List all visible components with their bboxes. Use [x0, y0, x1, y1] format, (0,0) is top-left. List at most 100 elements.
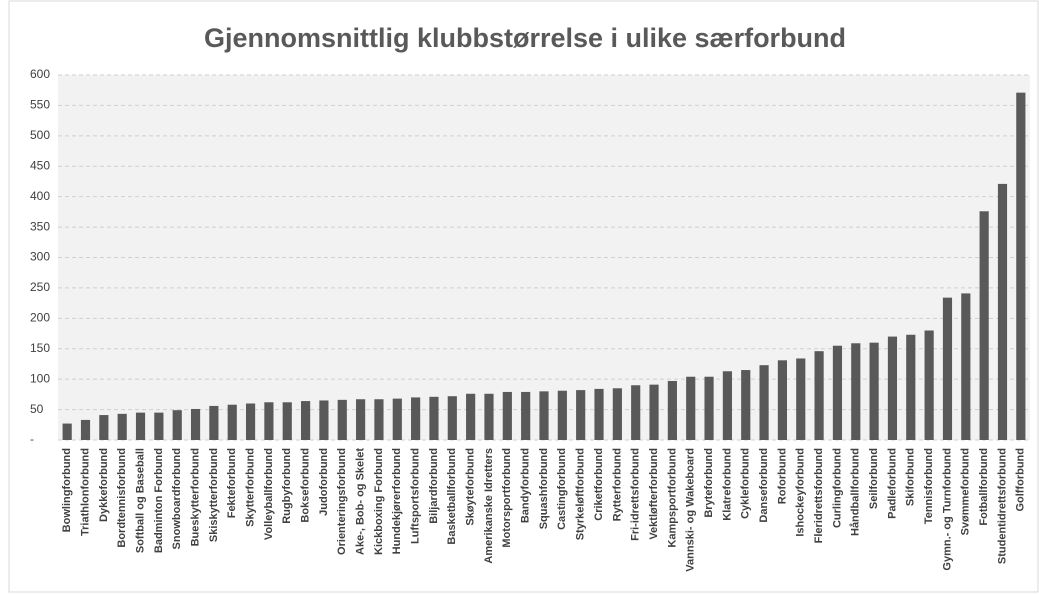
- x-tick-label: Orienteringsforbund: [336, 448, 348, 555]
- x-tick-label: Basketballforbund: [446, 448, 458, 545]
- y-tick-label: 550: [30, 98, 50, 112]
- bar: [612, 388, 622, 440]
- bar: [722, 371, 732, 440]
- x-tick-label: Vektløfterforbund: [648, 448, 660, 540]
- x-tick-label: Luftsportsforbund: [410, 448, 422, 544]
- bar: [80, 419, 91, 440]
- x-tick-label: Bokseforbund: [299, 448, 311, 523]
- x-tick-label: Badminton Forbund: [153, 448, 165, 553]
- bar: [814, 351, 824, 440]
- x-tick-label: Kickboxing Forbund: [373, 448, 385, 555]
- bar: [337, 399, 347, 440]
- x-tick-label: Bryteforbund: [703, 448, 715, 518]
- bar: [356, 399, 366, 440]
- x-tick-label: Klatreforbund: [721, 448, 733, 521]
- x-tick-label: Fri-idrettsforbund: [630, 448, 642, 541]
- bar: [631, 385, 641, 440]
- bar: [319, 400, 329, 440]
- x-tick-label: Gymn.- og Turnforbund: [941, 448, 953, 571]
- x-tick-label: Skiforbund: [905, 448, 917, 506]
- chart-title: Gjennomsnittlig klubbstørrelse i ulike s…: [204, 23, 846, 53]
- bar: [851, 343, 861, 440]
- bar: [117, 413, 127, 440]
- bar: [979, 211, 989, 440]
- x-tick-label: Fotballforbund: [978, 448, 990, 526]
- x-tick-label: Ake-, Bob- og Skelet: [355, 448, 367, 555]
- bar: [429, 396, 439, 440]
- x-tick-label: Triathlonforbund: [79, 448, 91, 536]
- bar: [484, 393, 494, 440]
- bar: [759, 365, 769, 440]
- bar: [741, 370, 751, 440]
- bar: [1016, 92, 1026, 441]
- bar: [282, 402, 292, 440]
- bar: [649, 384, 659, 440]
- x-tick-label: Fleridrettsforbund: [813, 448, 825, 543]
- x-tick-label: Padleforbund: [886, 448, 898, 519]
- bar: [594, 388, 604, 440]
- x-tick-label: Skøyteforbund: [465, 448, 477, 526]
- x-tick-label: Bowlingforbund: [61, 448, 73, 532]
- bar: [99, 415, 109, 440]
- x-tick-label: Squashforbund: [538, 448, 550, 529]
- x-tick-label: Roforbund: [776, 448, 788, 504]
- bar: [539, 391, 549, 440]
- y-tick-label: 250: [30, 280, 50, 294]
- x-tick-label: Bueskytterforbund: [189, 448, 201, 546]
- bar: [557, 390, 567, 440]
- x-tick-label: Skytterforbund: [244, 448, 256, 527]
- bar: [172, 410, 182, 440]
- x-tick-label: Golfforbund: [1015, 448, 1027, 512]
- x-tick-label: Tennisforbund: [923, 448, 935, 524]
- bar: [521, 391, 531, 440]
- x-tick-label: Motorsportforbund: [501, 448, 513, 548]
- y-tick-label: -: [30, 432, 34, 446]
- bar: [62, 423, 72, 440]
- bar: [411, 397, 421, 440]
- x-tick-label: Softball og Baseball: [134, 448, 146, 553]
- x-tick-label: Seilforbund: [868, 448, 880, 509]
- bar: [392, 398, 402, 440]
- x-tick-label: Castingforbund: [556, 448, 568, 530]
- x-tick-label: Danseforbund: [758, 448, 770, 523]
- x-tick-label: Styrkeløftforbund: [575, 448, 587, 540]
- x-tick-label: Dykkeforbund: [98, 448, 110, 522]
- bar: [667, 380, 677, 440]
- y-tick-label: 350: [30, 219, 50, 233]
- bar: [704, 376, 714, 440]
- x-tick-label: Studentidrettsforbund: [996, 448, 1008, 564]
- bar: [942, 297, 953, 440]
- x-tick-label: Volleyballforbund: [263, 448, 275, 540]
- x-tick-label: Vannski- og Wakeboard: [685, 448, 697, 572]
- y-tick-label: 600: [30, 67, 50, 81]
- x-tick-label: Fekteforbund: [226, 448, 238, 518]
- x-tick-label: Snowboardforbund: [171, 448, 183, 549]
- x-tick-label: Criketforbund: [593, 448, 605, 521]
- bar: [190, 408, 201, 440]
- bar: [135, 412, 146, 440]
- y-tick-label: 300: [30, 250, 50, 264]
- bar: [686, 376, 696, 440]
- bar: [832, 345, 843, 440]
- y-tick-label: 500: [30, 128, 50, 142]
- y-tick-label: 150: [30, 341, 50, 355]
- x-tick-label: Curlingforbund: [831, 448, 843, 528]
- x-tick-label: Håndballforbund: [850, 448, 862, 536]
- x-tick-label: Rytterforbund: [611, 448, 623, 521]
- x-tick-label: Skiskytterforbund: [208, 448, 220, 542]
- bar: [869, 342, 879, 440]
- bar: [264, 402, 274, 440]
- x-tick-label: Biljardforbund: [428, 448, 440, 524]
- x-tick-label: Kampsportforbund: [666, 448, 678, 548]
- bar: [245, 403, 256, 440]
- x-tick-label: Rugbyforbund: [281, 448, 293, 524]
- y-tick-label: 400: [30, 189, 50, 203]
- bar: [906, 334, 916, 440]
- x-tick-label: Ishockeyforbund: [795, 448, 807, 537]
- x-tick-label: Bandyforbund: [520, 448, 532, 523]
- x-tick-label: Hundekjørerforbund: [391, 448, 403, 554]
- bar: [502, 391, 512, 440]
- y-tick-label: 100: [30, 371, 50, 385]
- bar: [961, 293, 971, 440]
